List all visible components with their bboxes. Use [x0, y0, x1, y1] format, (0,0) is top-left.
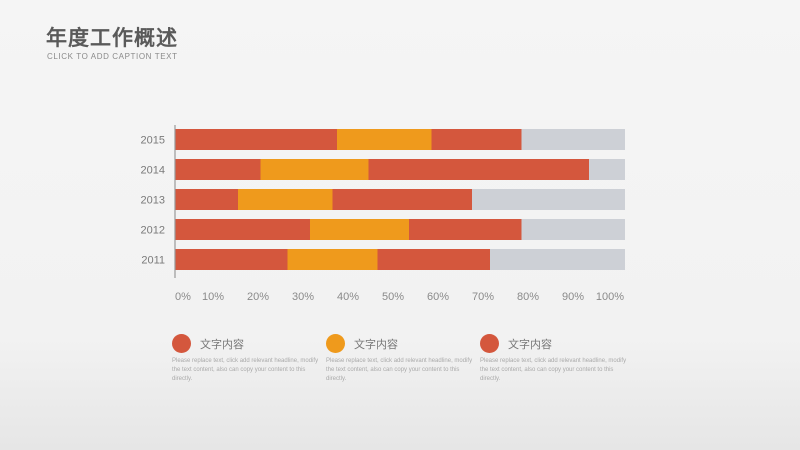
- x-tick-label: 40%: [337, 291, 359, 303]
- y-tick-label: 2013: [141, 195, 165, 207]
- legend-dot-3: [480, 334, 499, 353]
- legend-desc-2: Please replace text, click add relevant …: [326, 358, 473, 382]
- bar-2015-segment-3: [431, 129, 522, 150]
- x-tick-label: 90%: [562, 291, 584, 303]
- legend-dot-2: [326, 334, 345, 353]
- y-tick-label: 2011: [141, 255, 165, 267]
- bar-2011-segment-3: [377, 249, 490, 270]
- legend-dot-1: [172, 334, 191, 353]
- x-tick-label: 0%: [175, 291, 191, 303]
- x-tick-label: 20%: [247, 291, 269, 303]
- legend-desc-1: Please replace text, click add relevant …: [172, 358, 319, 382]
- bar-2011-segment-1: [175, 249, 288, 270]
- bar-2014-segment-2: [260, 159, 369, 180]
- y-tick-label: 2014: [141, 165, 165, 177]
- x-tick-label: 100%: [596, 291, 624, 303]
- x-tick-label: 10%: [202, 291, 224, 303]
- bar-2014-segment-4: [589, 159, 625, 180]
- y-tick-label: 2012: [141, 225, 165, 237]
- slide-title: 年度工作概述: [46, 26, 178, 50]
- legend-label-3: 文字内容: [508, 338, 552, 351]
- bar-2011-segment-2: [287, 249, 378, 270]
- bar-2012-segment-3: [409, 219, 522, 240]
- bar-2015-segment-2: [337, 129, 432, 150]
- slide-subtitle: CLICK TO ADD CAPTION TEXT: [47, 52, 178, 61]
- bar-2011-segment-4: [490, 249, 625, 270]
- x-tick-label: 70%: [472, 291, 494, 303]
- bar-2013-segment-2: [238, 189, 333, 210]
- bar-2013-segment-1: [175, 189, 238, 210]
- x-tick-label: 80%: [517, 291, 539, 303]
- bar-2012-segment-2: [310, 219, 409, 240]
- x-tick-label: 30%: [292, 291, 314, 303]
- legend-desc-3: Please replace text, click add relevant …: [480, 358, 627, 382]
- bar-2013-segment-4: [472, 189, 625, 210]
- bar-2013-segment-3: [332, 189, 472, 210]
- y-tick-label: 2015: [141, 135, 165, 147]
- x-tick-label: 50%: [382, 291, 404, 303]
- legend-label-1: 文字内容: [200, 338, 244, 351]
- bar-2015-segment-1: [175, 129, 337, 150]
- bar-2012-segment-4: [521, 219, 625, 240]
- bar-2015-segment-4: [521, 129, 625, 150]
- bar-2012-segment-1: [175, 219, 310, 240]
- x-tick-label: 60%: [427, 291, 449, 303]
- bar-2014-segment-3: [368, 159, 589, 180]
- legend-label-2: 文字内容: [354, 338, 398, 351]
- bar-2014-segment-1: [175, 159, 261, 180]
